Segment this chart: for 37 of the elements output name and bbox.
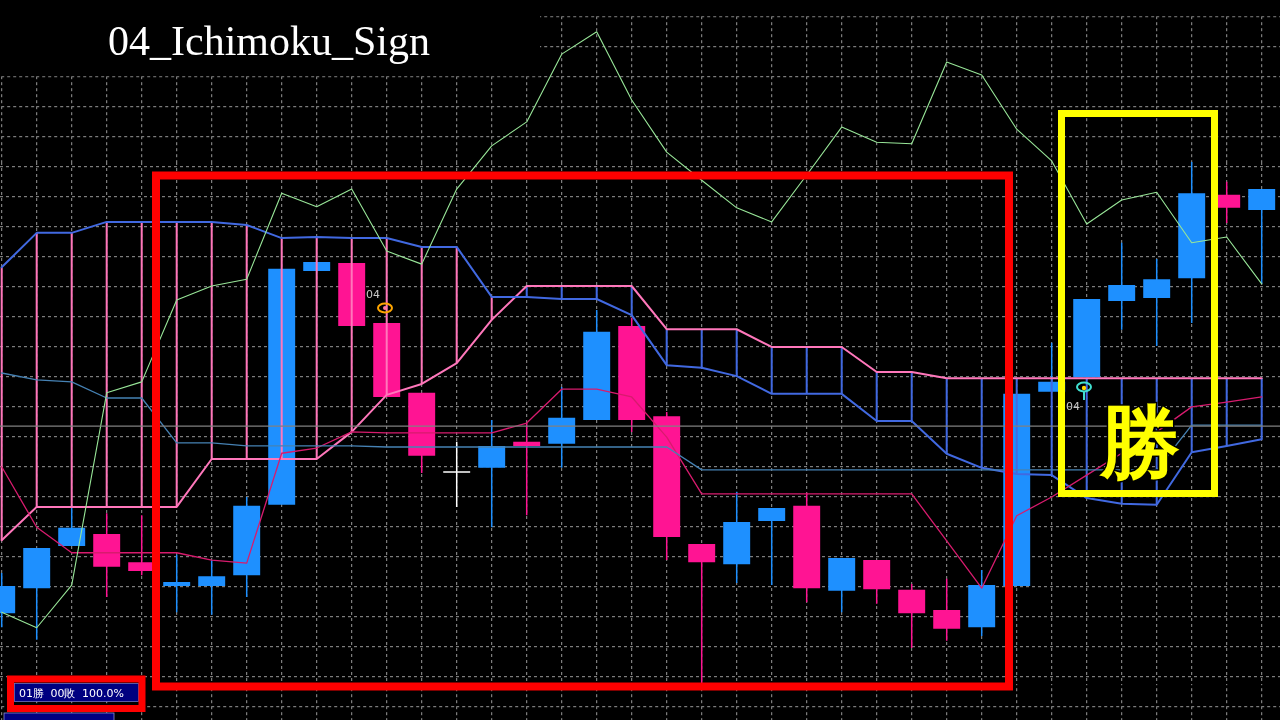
candlestick [1073,299,1101,378]
bar [1225,378,1228,446]
candlestick [1248,189,1276,284]
bar [630,286,633,316]
candlestick [653,412,681,561]
candlestick [1178,162,1206,323]
candlestick [618,317,646,432]
candlestick [93,513,121,598]
annotation: 04 [1066,400,1080,413]
bar [945,378,948,454]
candlestick [1143,258,1171,346]
bar [805,346,808,394]
candlestick [898,584,926,649]
bar [735,329,738,377]
bar [770,346,773,394]
bar [1050,378,1053,476]
candlestick [583,309,611,420]
candlestick [968,569,996,637]
bar [1190,378,1193,453]
bar [700,329,703,368]
candlestick [198,560,226,615]
bar [840,346,843,394]
candlestick [863,560,891,604]
candlestick [828,557,856,613]
annotation: 04 [366,288,380,301]
candlestick [933,578,961,641]
bar [1015,378,1018,475]
candlestick [723,491,751,583]
candlestick [793,492,821,603]
bar [875,371,878,421]
candlestick [233,497,261,598]
candlestick [23,548,51,640]
bar [980,378,983,468]
bar [910,371,913,421]
bar [665,329,668,366]
text: 01勝 00敗 100.0% [19,686,124,700]
chart-title: 04_Ichimoku_Sign [108,18,430,64]
